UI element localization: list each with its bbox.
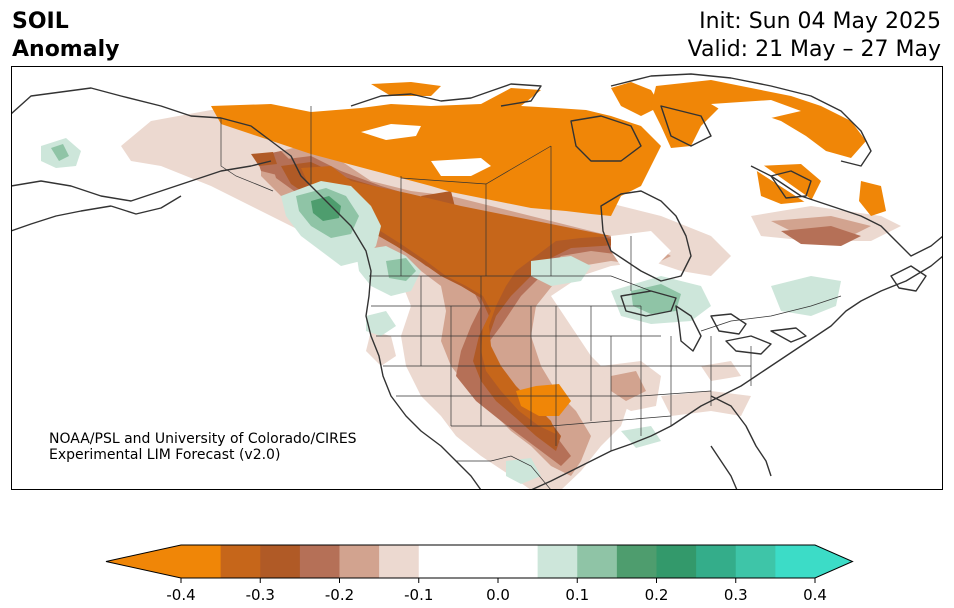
colorbar-extend-high bbox=[815, 545, 853, 578]
colorbar-tick-label: -0.3 bbox=[246, 586, 275, 602]
colorbar-tick-label: 0.0 bbox=[486, 586, 510, 602]
colorbar-tick-label: 0.4 bbox=[803, 586, 827, 602]
colorbar-extend-low bbox=[106, 545, 181, 578]
map-title: SOIL Anomaly bbox=[12, 8, 119, 64]
colorbar-segment bbox=[379, 545, 420, 578]
colorbar-segment bbox=[418, 545, 459, 578]
colorbar-ticks: -0.4 -0.3 -0.2 -0.1 0.0 0.1 0.2 0.3 0.4 bbox=[166, 578, 827, 602]
credit-line-organizations: NOAA/PSL and University of Colorado/CIRE… bbox=[49, 431, 357, 447]
init-date: Init: Sun 04 May 2025 bbox=[699, 9, 941, 34]
title-line-anomaly: Anomaly bbox=[12, 37, 120, 62]
colorbar-segment bbox=[299, 545, 340, 578]
credit-line-forecast: Experimental LIM Forecast (v2.0) bbox=[49, 447, 281, 463]
colorbar-tick-label: 0.3 bbox=[724, 586, 748, 602]
colorbar-segment bbox=[260, 545, 301, 578]
anomaly-shading bbox=[41, 80, 901, 490]
colorbar-segment bbox=[656, 545, 697, 578]
colorbar: -0.4 -0.3 -0.2 -0.1 0.0 0.1 0.2 0.3 0.4 bbox=[105, 544, 854, 602]
colorbar-segment bbox=[458, 545, 539, 578]
colorbar-tick-label: -0.1 bbox=[404, 586, 433, 602]
colorbar-segment bbox=[181, 545, 222, 578]
colorbar-segment bbox=[616, 545, 657, 578]
colorbar-segment bbox=[577, 545, 618, 578]
colorbar-tick-label: 0.2 bbox=[645, 586, 669, 602]
political-borders bbox=[220, 106, 842, 490]
credit-text: NOAA/PSL and University of Colorado/CIRE… bbox=[49, 431, 357, 463]
colorbar-tick-label: -0.4 bbox=[166, 586, 195, 602]
dry-anomaly-very-strong bbox=[301, 166, 611, 434]
colorbar-tick-label: -0.2 bbox=[325, 586, 354, 602]
forecast-dates: Init: Sun 04 May 2025 Valid: 21 May – 27… bbox=[688, 8, 941, 64]
wet-anomaly-strong bbox=[311, 196, 341, 221]
dry-anomaly-extreme bbox=[211, 80, 886, 416]
colorbar-segment bbox=[220, 545, 261, 578]
colorbar-segment bbox=[339, 545, 380, 578]
anomaly-map bbox=[11, 66, 943, 490]
valid-date-range: Valid: 21 May – 27 May bbox=[687, 37, 941, 62]
colorbar-segment bbox=[537, 545, 578, 578]
map-frame bbox=[11, 66, 943, 490]
colorbar-segment bbox=[696, 545, 737, 578]
title-line-soil: SOIL bbox=[12, 9, 69, 34]
colorbar-segment bbox=[735, 545, 776, 578]
colorbar-tick-label: 0.1 bbox=[565, 586, 589, 602]
colorbar-segments bbox=[105, 544, 854, 579]
colorbar-segment bbox=[775, 545, 816, 578]
coastlines bbox=[11, 73, 943, 490]
